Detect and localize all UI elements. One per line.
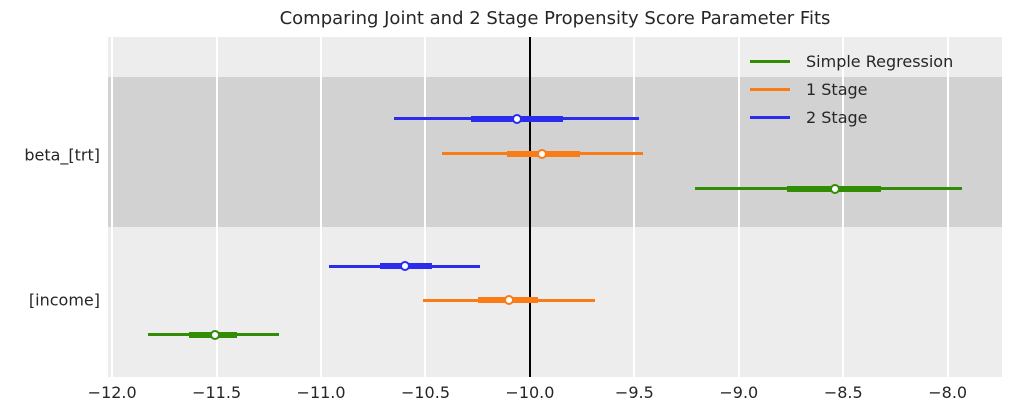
legend-line-swatch — [750, 88, 790, 91]
plot-area: Simple Regression 1 Stage 2 Stage — [108, 37, 1002, 377]
gridline — [424, 37, 427, 377]
y-param-label: beta_[trt] — [24, 145, 100, 165]
y-param-label: [income] — [28, 290, 100, 310]
gridline — [111, 37, 114, 377]
legend-line-swatch — [750, 60, 790, 63]
x-tick-label: −9.0 — [719, 383, 759, 402]
x-tick-label: −9.5 — [614, 383, 654, 402]
legend-item: Simple Regression — [750, 52, 953, 71]
mean-marker-2-stage — [512, 113, 523, 124]
legend-item: 2 Stage — [750, 108, 868, 127]
x-tick-label: −10.0 — [505, 383, 555, 402]
gridline — [946, 37, 949, 377]
mean-marker-simple-regression — [209, 329, 220, 340]
x-tick-label: −8.0 — [928, 383, 968, 402]
legend-item: 1 Stage — [750, 80, 868, 99]
gridline — [737, 37, 740, 377]
mean-marker-1-stage — [537, 148, 548, 159]
x-tick-label: −11.5 — [192, 383, 242, 402]
chart-title: Comparing Joint and 2 Stage Propensity S… — [279, 8, 831, 29]
gridline — [215, 37, 218, 377]
x-tick-label: −10.5 — [400, 383, 450, 402]
legend-label: 2 Stage — [806, 108, 868, 127]
legend-line-swatch — [750, 116, 790, 119]
x-tick-label: −12.0 — [87, 383, 137, 402]
mean-marker-1-stage — [504, 295, 515, 306]
gridline — [842, 37, 845, 377]
gridline — [320, 37, 323, 377]
legend-label: 1 Stage — [806, 80, 868, 99]
gridline — [633, 37, 636, 377]
x-tick-label: −11.0 — [296, 383, 346, 402]
x-tick-label: −8.5 — [823, 383, 863, 402]
reference-line — [528, 37, 531, 377]
mean-marker-2-stage — [399, 261, 410, 272]
legend-label: Simple Regression — [806, 52, 954, 71]
mean-marker-simple-regression — [829, 183, 840, 194]
